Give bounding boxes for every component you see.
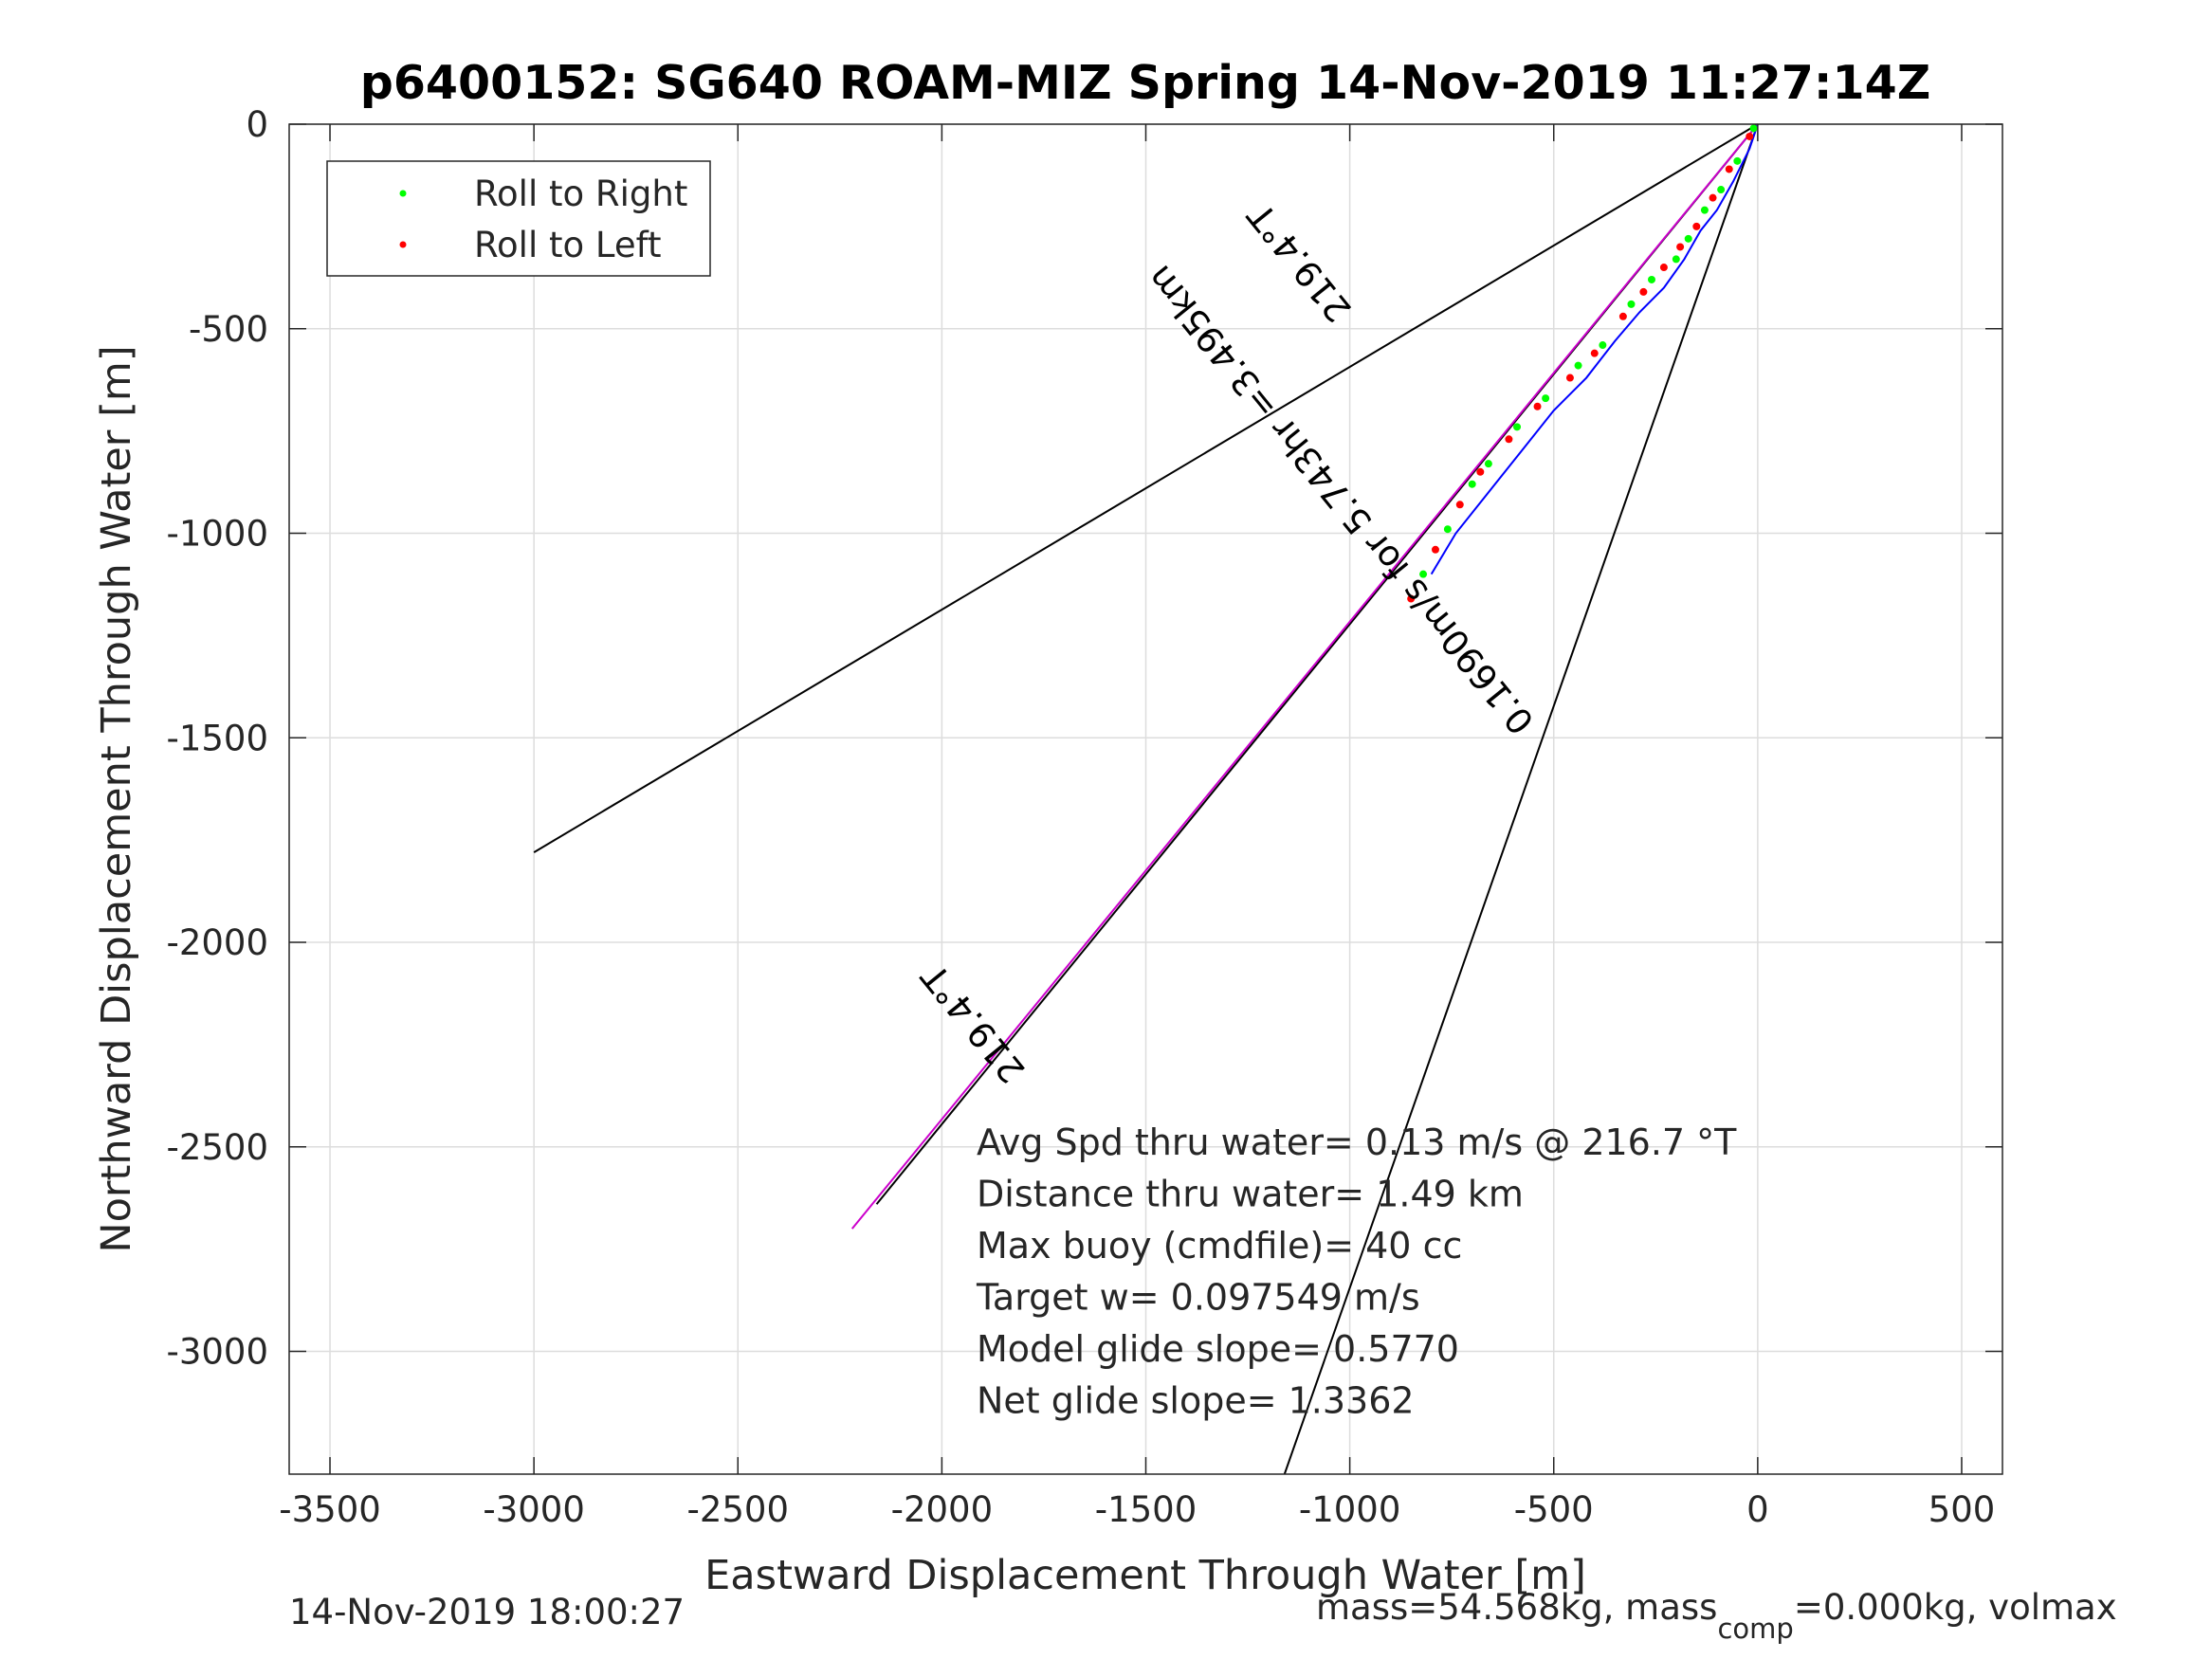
x-tick-label: -2500	[687, 1489, 790, 1530]
stats-box: Avg Spd thru water= 0.13 m/s @ 216.7 °T D…	[976, 1121, 1737, 1422]
footer-mass-b: =0.000kg, volmax	[1794, 1587, 2117, 1628]
x-tick-label: -500	[1514, 1489, 1594, 1530]
stats-line: Net glide slope= 1.3362	[977, 1380, 1415, 1422]
roll-right-point	[1419, 570, 1428, 578]
roll-right-point	[1443, 525, 1452, 534]
roll-right-point	[1599, 341, 1607, 350]
roll-left-point	[1709, 193, 1717, 202]
footer-mass: mass=54.568kg, masscomp=0.000kg, volmax	[1316, 1587, 2117, 1645]
roll-right-point	[1484, 460, 1492, 468]
footer-mass-a: mass=54.568kg, mass	[1316, 1587, 1717, 1628]
x-tick-label: -1500	[1095, 1489, 1197, 1530]
roll-left-point	[1407, 594, 1416, 603]
heading-line-segment	[850, 123, 1759, 1230]
x-tick-labels: -3500 -3000 -2500 -2000 -1500 -1000 -500 0 500	[279, 1489, 1995, 1530]
footer-timestamp: 14-Nov-2019 18:00:27	[289, 1592, 685, 1632]
y-tick-label: -3000	[166, 1332, 268, 1373]
roll-left-point	[1639, 287, 1648, 296]
roll-left-point	[1590, 349, 1599, 357]
roll-left-point	[1533, 402, 1542, 410]
x-tick-label: -1000	[1299, 1489, 1401, 1530]
legend: Roll to Right Roll to Left	[326, 160, 711, 277]
roll-left-point	[1565, 374, 1574, 382]
reference-line	[533, 123, 1759, 853]
roll-right-point	[1627, 300, 1636, 308]
x-tick-label: -3500	[279, 1489, 381, 1530]
y-tick-label: -1000	[166, 514, 268, 555]
legend-marker-left	[399, 241, 407, 248]
roll-left-point	[1431, 545, 1439, 554]
x-tick-label: -2000	[891, 1489, 994, 1530]
roll-left-point	[1476, 467, 1485, 476]
stats-line: Model glide slope= 0.5770	[977, 1328, 1459, 1370]
legend-label-right: Roll to Right	[474, 173, 687, 214]
y-tick-label: -2000	[166, 922, 268, 963]
roll-right-point	[1513, 423, 1522, 431]
y-tick-label: -2500	[166, 1127, 268, 1168]
x-tick-label: 500	[1929, 1489, 1996, 1530]
grid	[289, 123, 2002, 1474]
x-tick-label: -3000	[483, 1489, 585, 1530]
roll-left-point	[1676, 243, 1685, 251]
roll-points	[1407, 124, 1758, 603]
x-axis-label: Eastward Displacement Through Water [m]	[704, 1552, 1586, 1599]
roll-right-point	[1672, 255, 1680, 264]
roll-left-point	[1659, 264, 1668, 272]
stats-line: Distance thru water= 1.49 km	[977, 1174, 1524, 1215]
roll-left-point	[1455, 501, 1464, 509]
roll-right-point	[1749, 124, 1758, 133]
roll-left-point	[1746, 132, 1754, 140]
legend-marker-right	[399, 190, 407, 197]
footer-mass-sub: comp	[1717, 1613, 1793, 1645]
roll-left-point	[1725, 165, 1733, 173]
roll-right-point	[1684, 234, 1692, 243]
roll-right-point	[1647, 275, 1655, 283]
roll-right-point	[1574, 361, 1582, 370]
roll-left-point	[1505, 435, 1513, 444]
roll-left-point	[1692, 222, 1701, 230]
y-tick-labels: 0 -500 -1000 -1500 -2000 -2500 -3000	[166, 104, 268, 1373]
y-axis-label: Northward Displacement Through Water [m]	[93, 345, 140, 1252]
stats-line: Max buoy (cmdfile)= 40 cc	[977, 1225, 1462, 1267]
roll-right-point	[1542, 394, 1550, 403]
y-tick-label: -500	[189, 309, 268, 350]
chart-title: p6400152: SG640 ROAM-MIZ Spring 14-Nov-2…	[360, 56, 1930, 110]
x-tick-label: 0	[1746, 1489, 1769, 1530]
glider-track	[1430, 123, 1759, 575]
roll-right-point	[1700, 206, 1709, 214]
roll-right-point	[1468, 480, 1476, 488]
roll-right-point	[1717, 186, 1726, 194]
reference-line	[1283, 123, 1759, 1475]
y-tick-label: 0	[246, 104, 268, 145]
roll-right-point	[1733, 156, 1742, 165]
legend-label-left: Roll to Left	[474, 225, 662, 265]
legend-box	[326, 160, 711, 277]
stats-line: Target w= 0.097549 m/s	[976, 1277, 1420, 1319]
stats-line: Avg Spd thru water= 0.13 m/s @ 216.7 °T	[977, 1121, 1737, 1163]
roll-left-point	[1618, 312, 1627, 320]
heading-line	[850, 123, 1759, 1230]
y-tick-label: -1500	[166, 718, 268, 758]
ticks	[289, 123, 2002, 1474]
track-line	[1430, 123, 1759, 575]
